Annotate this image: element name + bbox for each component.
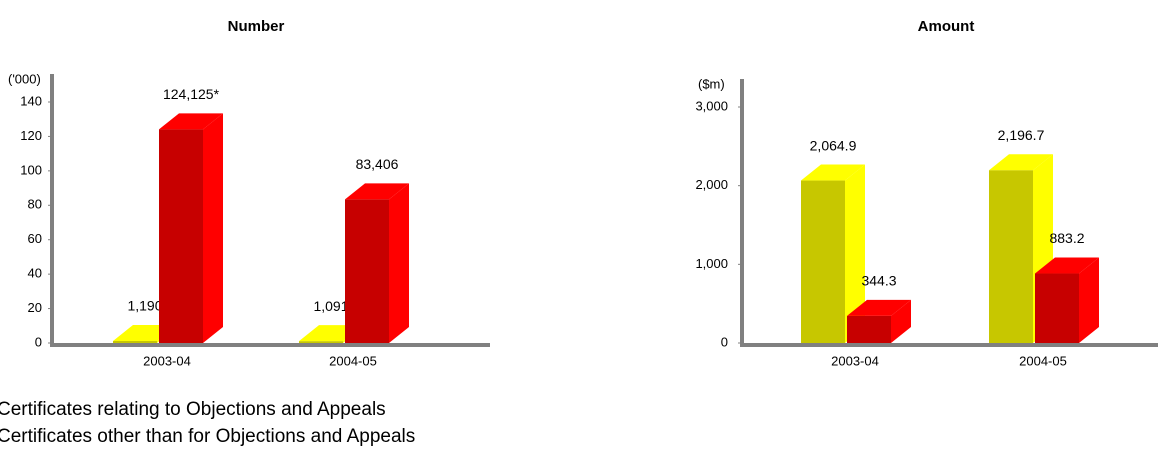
y-tick-label: 2,000 (695, 177, 728, 192)
y-tick-label: 140 (20, 93, 42, 108)
bar (159, 113, 223, 344)
data-label: 883.2 (1049, 230, 1084, 246)
bar-front (113, 340, 157, 343)
bar-top (159, 113, 223, 130)
bar-top (847, 299, 911, 316)
bar-top (989, 154, 1053, 171)
bar-top (801, 164, 865, 181)
x-tick-label: 2003-04 (143, 353, 191, 368)
bar (345, 183, 409, 343)
bar (847, 299, 911, 343)
y-tick-label: 100 (20, 162, 42, 177)
y-tick-label: 0 (35, 334, 42, 349)
bar-side (203, 113, 223, 344)
data-label: 124,125* (163, 86, 220, 102)
y-axis-label: ('000) (8, 71, 41, 86)
bar-top (345, 183, 409, 200)
bar-side (891, 299, 911, 343)
y-tick-label: 0 (721, 334, 728, 349)
bar-front (1035, 273, 1079, 343)
y-tick-label: 60 (28, 231, 42, 246)
bar-front (345, 199, 389, 343)
data-label: 83,406 (356, 156, 399, 172)
x-tick-label: 2004-05 (329, 353, 377, 368)
legend-entry: Certificates relating to Objections and … (0, 399, 386, 420)
bar-front (299, 341, 343, 343)
y-tick-label: 20 (28, 300, 42, 315)
y-tick-label: 1,000 (695, 256, 728, 271)
bar-front (159, 129, 203, 343)
bar-front (989, 170, 1033, 343)
chart-title: Amount (918, 18, 975, 35)
bar-top (1035, 257, 1099, 274)
bar-side (1079, 257, 1099, 343)
legend-entry: Certificates other than for Objections a… (0, 426, 415, 447)
chart-title: Number (228, 18, 285, 35)
bar-side (389, 183, 409, 343)
bar (801, 164, 865, 343)
y-tick-label: 3,000 (695, 98, 728, 113)
y-tick-label: 40 (28, 266, 42, 281)
y-tick-label: 80 (28, 197, 42, 212)
data-label: 1,190 (127, 298, 162, 314)
data-label: 2,064.9 (810, 137, 857, 153)
x-tick-label: 2004-05 (1019, 353, 1067, 368)
y-axis-label: ($m) (698, 76, 725, 91)
bar-side (845, 164, 865, 343)
bar (1035, 257, 1099, 343)
data-label: 344.3 (861, 273, 896, 289)
data-label: 1,091 (313, 298, 348, 314)
data-label: 2,196.7 (998, 127, 1045, 143)
bar-front (847, 315, 891, 343)
y-tick-label: 120 (20, 128, 42, 143)
bar-front (801, 180, 845, 343)
x-tick-label: 2003-04 (831, 353, 879, 368)
